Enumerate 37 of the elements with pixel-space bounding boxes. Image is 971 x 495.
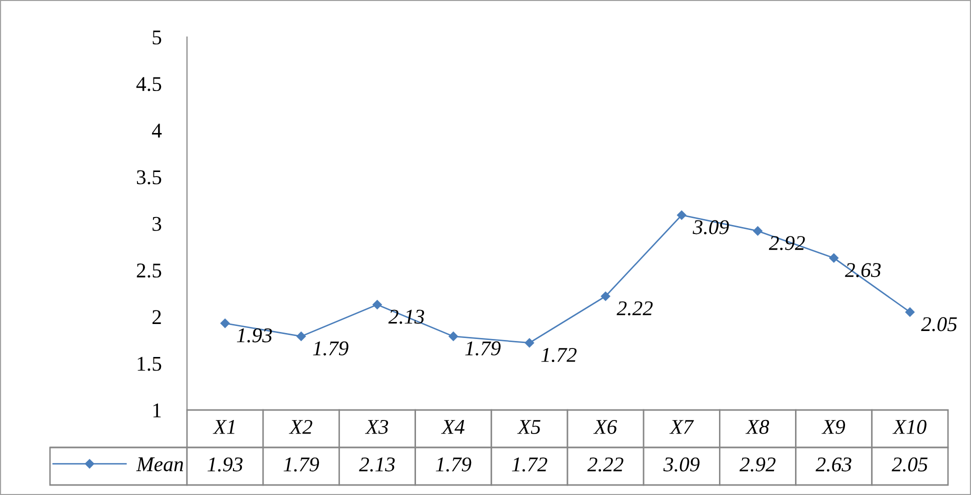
- y-tick-label: 3.5: [136, 170, 162, 184]
- data-label: 2.13: [359, 457, 395, 472]
- annotation: 1.79: [313, 341, 348, 356]
- data-label: 1.79: [284, 457, 320, 472]
- data-label: 2.92: [740, 457, 776, 472]
- x-tick-label: X8: [745, 420, 770, 434]
- data-label: 1.93: [208, 457, 243, 472]
- x-tick-label: X1: [212, 420, 234, 434]
- annotation: 2.22: [616, 301, 653, 316]
- annotation: 1.93: [236, 328, 272, 342]
- x-tick-label: X6: [593, 420, 618, 434]
- x-tick-label: X5: [517, 420, 540, 434]
- y-tick-label: 4: [152, 124, 162, 138]
- y-tick-label: 5: [152, 30, 162, 44]
- data-label: 3.09: [663, 457, 700, 472]
- data-label: 2.63: [816, 457, 852, 472]
- x-tick-label: X7: [669, 420, 694, 434]
- y-tick-label: 2: [152, 310, 161, 324]
- x-tick-label: X10: [892, 420, 926, 434]
- x-tick-label: X9: [822, 420, 846, 434]
- data-label: 1.79: [436, 457, 472, 472]
- annotation: 1.72: [541, 348, 577, 362]
- y-tick-label: 2.5: [136, 264, 162, 278]
- legend-label: Mean: [136, 457, 184, 472]
- x-tick-label: X2: [288, 420, 312, 434]
- data-label: 2.05: [892, 457, 928, 472]
- annotation: 1.79: [465, 341, 501, 356]
- y-tick-label: 1.5: [138, 356, 162, 371]
- y-tick-label: 1: [153, 403, 161, 418]
- annotation: 2.05: [921, 317, 957, 332]
- x-tick-label: X3: [364, 420, 388, 434]
- data-label: 2.22: [587, 457, 624, 472]
- x-tick-label: X4: [441, 420, 464, 434]
- y-tick-label: 4.5: [136, 77, 162, 92]
- data-label: 1.72: [512, 457, 548, 472]
- y-tick-label: 3: [152, 216, 162, 231]
- annotation: 3.09: [692, 220, 729, 234]
